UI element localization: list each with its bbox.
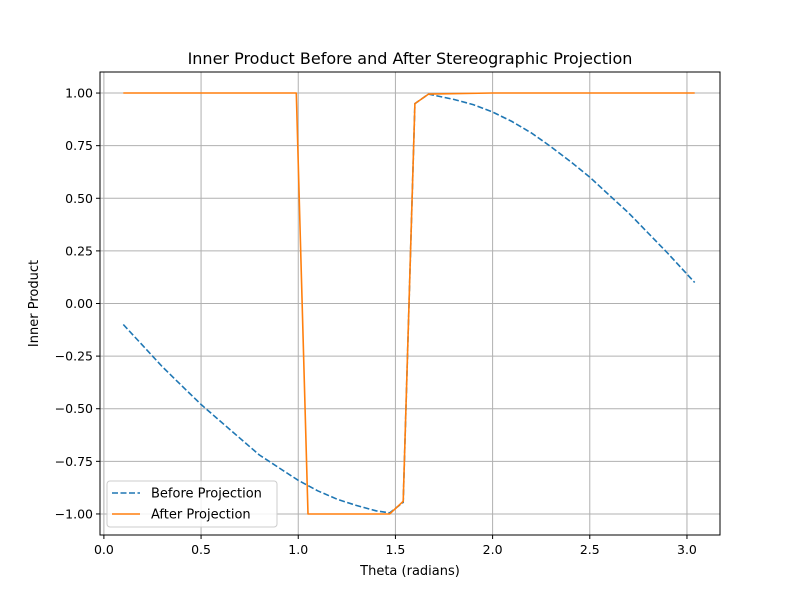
x-tick-label: 2.5 [580,542,600,557]
series-line-after-projection [123,92,695,515]
x-tick-label: 1.5 [385,542,405,557]
x-tick-label: 0.5 [191,542,211,557]
y-tick-label: −0.25 [55,349,93,364]
x-tick-label: 2.0 [483,542,503,557]
y-axis-label: Inner Product [27,260,42,347]
chart-title: Inner Product Before and After Stereogra… [188,49,633,68]
y-tick-label: −0.75 [55,454,93,469]
y-tick-label: 1.00 [65,86,93,101]
y-tick-label: 0.25 [65,243,93,258]
x-tick-label: 1.0 [288,542,308,557]
series-lines [122,92,696,515]
y-axis-ticks: −1.00 −0.75 −0.50 −0.25 0.00 0.25 0.50 0.75 1.00 [55,86,100,521]
x-axis-ticks: 0.0 0.5 1.0 1.5 2.0 2.5 3.0 [94,535,697,557]
y-tick-label: 0.75 [65,138,93,153]
x-tick-label: 0.0 [94,542,114,557]
legend-box [106,480,278,528]
x-axis-label: Theta (radians) [359,564,460,579]
series-line-before-projection [122,93,696,514]
y-tick-label: 0.00 [65,296,93,311]
y-tick-label: −0.50 [55,401,93,416]
legend: Before Projection After Projection [106,480,278,528]
legend-label: After Projection [151,508,251,523]
y-tick-label: −1.00 [55,506,93,521]
y-tick-label: 0.50 [65,191,93,206]
legend-label: Before Projection [151,487,262,502]
x-tick-label: 3.0 [677,542,697,557]
